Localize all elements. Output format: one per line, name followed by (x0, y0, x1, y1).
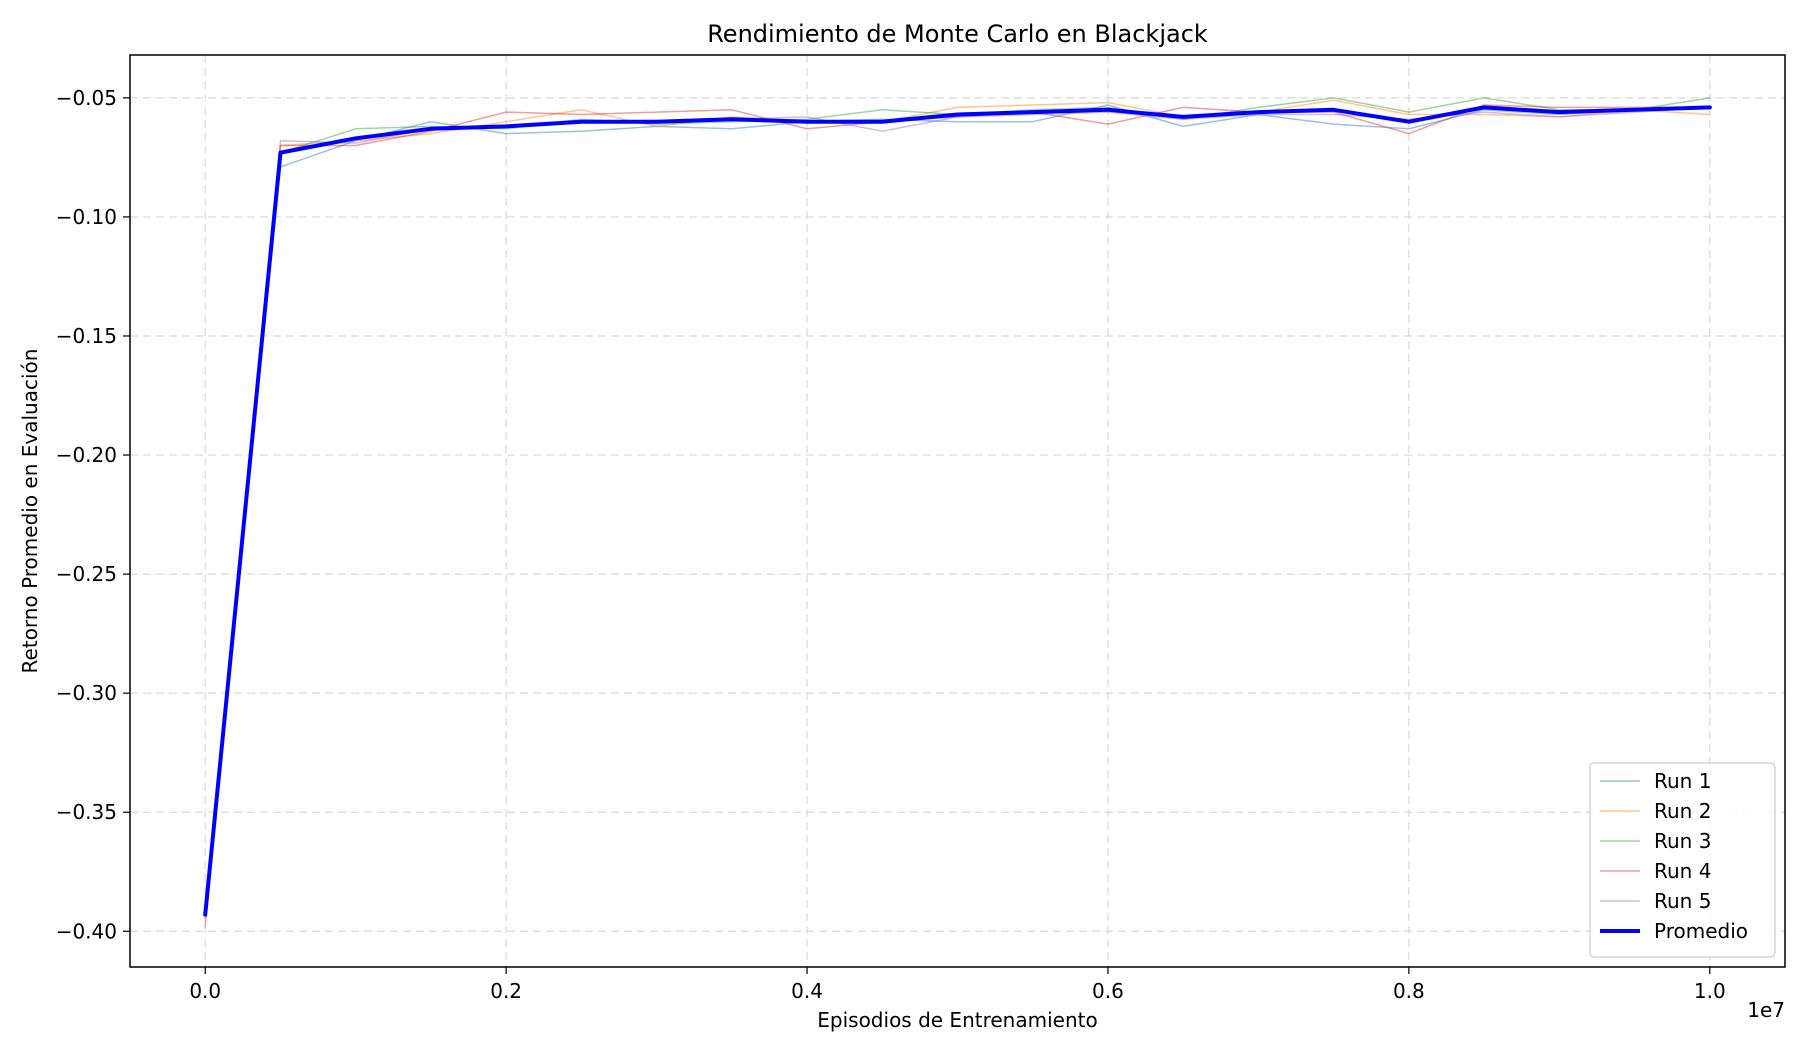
x-axis-offset-label: 1e7 (1747, 998, 1785, 1022)
x-axis: 0.0 0.2 0.4 0.6 0.8 1.0 (189, 967, 1726, 1003)
grid (130, 55, 1785, 967)
legend-label: Run 1 (1654, 769, 1711, 793)
chart-title: Rendimiento de Monte Carlo en Blackjack (707, 20, 1208, 48)
x-tick-label: 0.2 (490, 979, 522, 1003)
series-layer (203, 97, 1712, 928)
y-tick-label: −0.15 (56, 324, 117, 348)
y-tick-label: −0.05 (56, 86, 117, 110)
y-axis: −0.40 −0.35 −0.30 −0.25 −0.20 −0.15 −0.10 −0.05 (56, 86, 130, 943)
y-tick-label: −0.25 (56, 562, 117, 586)
x-tick-label: 0.8 (1393, 979, 1425, 1003)
series-line-run-1 (204, 104, 1711, 913)
x-tick-label: 0.6 (1092, 979, 1124, 1003)
series-line-promedio (203, 105, 1712, 917)
x-axis-label: Episodios de Entrenamiento (817, 1008, 1097, 1032)
plot-frame (129, 54, 1786, 968)
y-tick-label: −0.20 (56, 443, 117, 467)
legend-box (1589, 762, 1776, 958)
legend: Run 1 Run 2 Run 3 Run 4 Run 5 Promedio (1589, 762, 1776, 958)
x-tick-label: 0.0 (189, 979, 221, 1003)
legend-label: Run 4 (1654, 859, 1711, 883)
y-tick-label: −0.30 (56, 681, 117, 705)
y-tick-label: −0.35 (56, 800, 117, 824)
y-axis-label: Retorno Promedio en Evaluación (18, 349, 42, 674)
legend-label: Run 3 (1654, 829, 1711, 853)
x-tick-label: 1.0 (1694, 979, 1726, 1003)
legend-label: Run 5 (1654, 889, 1711, 913)
legend-label: Promedio (1654, 919, 1748, 943)
legend-label: Run 2 (1654, 799, 1711, 823)
x-tick-label: 0.4 (791, 979, 823, 1003)
y-tick-label: −0.40 (56, 919, 117, 943)
y-tick-label: −0.10 (56, 205, 117, 229)
series-line-run-4 (204, 104, 1711, 928)
